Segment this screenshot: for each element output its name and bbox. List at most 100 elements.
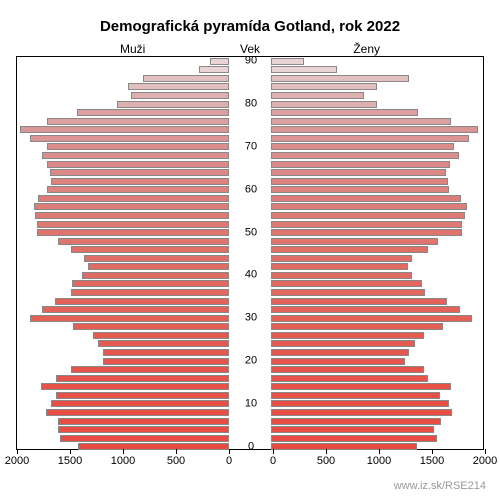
male-bar [84, 255, 229, 262]
male-bar [47, 143, 229, 150]
age-tick-label: 60 [229, 184, 273, 195]
female-bar [271, 289, 425, 296]
female-bar [271, 340, 415, 347]
male-bar [93, 332, 229, 339]
female-bar [271, 186, 449, 193]
female-bar [271, 229, 462, 236]
male-bar [77, 109, 229, 116]
male-bar [60, 435, 229, 442]
male-bar [103, 358, 229, 365]
male-bar [56, 375, 229, 382]
female-bar [271, 169, 446, 176]
female-bar [271, 101, 377, 108]
female-bar [271, 332, 424, 339]
female-bar [271, 409, 452, 416]
female-bar [271, 443, 417, 450]
male-bar [41, 383, 229, 390]
female-bar [271, 92, 364, 99]
male-bar [88, 263, 229, 270]
female-bar [271, 306, 460, 313]
female-bar [271, 203, 467, 210]
male-bar [50, 169, 229, 176]
male-bar [34, 203, 229, 210]
age-tick-label: 30 [229, 313, 273, 324]
male-bar [56, 392, 229, 399]
male-bar [58, 426, 229, 433]
male-bar [46, 409, 229, 416]
male-bar [30, 135, 229, 142]
male-bar [71, 246, 229, 253]
x-tick-right: 2000 [473, 455, 497, 467]
female-bar [271, 246, 428, 253]
male-bar [37, 221, 229, 228]
male-bar [58, 418, 229, 425]
female-bar [271, 263, 408, 270]
attribution-text: www.iz.sk/RSE214 [394, 480, 486, 492]
male-bar [30, 315, 229, 322]
female-bar [271, 221, 462, 228]
female-bar [271, 75, 409, 82]
male-bar [73, 323, 229, 330]
age-tick-label: 70 [229, 141, 273, 152]
male-bar [37, 229, 229, 236]
right-header-label: Ženy [353, 42, 380, 56]
female-bar [271, 178, 448, 185]
male-bar [71, 289, 229, 296]
male-bar [199, 66, 229, 73]
female-bar [271, 298, 447, 305]
chart-title: Demografická pyramída Gotland, rok 2022 [0, 18, 500, 35]
female-bar [271, 435, 437, 442]
x-tick-left: 0 [226, 455, 232, 467]
x-tick-right: 1500 [420, 455, 444, 467]
age-tick-label: 20 [229, 356, 273, 367]
female-bar [271, 118, 451, 125]
male-bar [72, 280, 229, 287]
female-bar [271, 195, 461, 202]
male-bar [78, 443, 229, 450]
male-bar [47, 118, 229, 125]
x-tick-left: 500 [167, 455, 185, 467]
female-bar [271, 392, 440, 399]
female-bar [271, 383, 451, 390]
male-bar [58, 238, 229, 245]
female-bar [271, 143, 454, 150]
x-tick-right: 0 [270, 455, 276, 467]
female-bar [271, 349, 409, 356]
female-bar [271, 238, 438, 245]
female-bar [271, 358, 405, 365]
female-bar [271, 418, 441, 425]
x-tick-right: 1000 [367, 455, 391, 467]
male-bar [71, 366, 229, 373]
x-tick-right: 500 [317, 455, 335, 467]
female-bar [271, 272, 412, 279]
plot-area: 0102030405060708090 00500500100010001500… [16, 56, 484, 450]
female-bar [271, 375, 428, 382]
x-tick-left: 2000 [5, 455, 29, 467]
male-bar [51, 178, 229, 185]
male-bar [117, 101, 229, 108]
male-bar [38, 195, 229, 202]
female-bar [271, 152, 459, 159]
female-bar [271, 109, 418, 116]
male-bar [42, 152, 229, 159]
male-bar [103, 349, 229, 356]
male-bar [47, 186, 229, 193]
male-bar [55, 298, 229, 305]
age-axis-strip: 0102030405060708090 [229, 57, 273, 449]
female-bar [271, 83, 377, 90]
female-bar [271, 366, 424, 373]
x-tick-left: 1500 [58, 455, 82, 467]
age-tick-label: 40 [229, 270, 273, 281]
female-bar [271, 400, 449, 407]
male-bar [47, 161, 229, 168]
female-bar [271, 426, 434, 433]
male-bar [143, 75, 229, 82]
male-bar [82, 272, 229, 279]
female-bar [271, 135, 469, 142]
age-tick-label: 50 [229, 227, 273, 238]
female-bar [271, 323, 443, 330]
males-panel [17, 57, 229, 449]
female-bar [271, 255, 412, 262]
pyramid-chart: Demografická pyramída Gotland, rok 2022 … [0, 0, 500, 500]
age-tick-label: 90 [229, 56, 273, 67]
